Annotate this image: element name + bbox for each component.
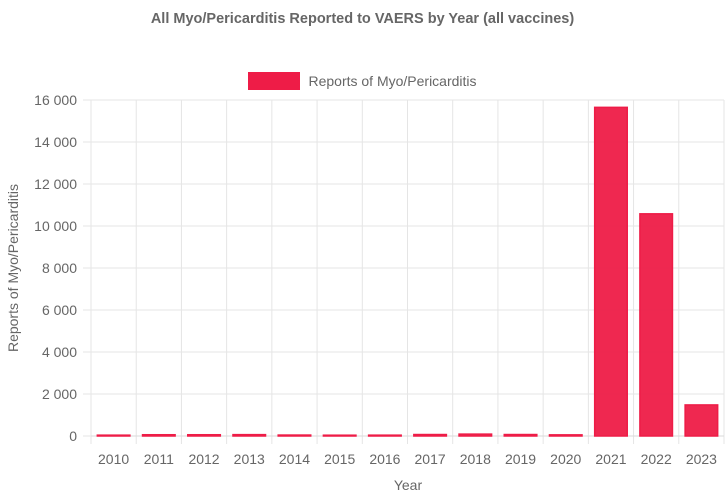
x-tick-label: 2015 xyxy=(324,451,355,467)
x-tick-label: 2012 xyxy=(188,451,219,467)
x-tick-label: 2011 xyxy=(144,451,174,467)
bar-2014[interactable] xyxy=(277,434,312,437)
x-tick-label: 2021 xyxy=(595,451,626,467)
y-tick-label: 2 000 xyxy=(42,386,77,402)
x-tick-label: 2020 xyxy=(550,451,581,467)
legend-label: Reports of Myo/Pericarditis xyxy=(308,73,477,89)
bar-2020[interactable] xyxy=(548,434,583,437)
y-tick-label: 14 000 xyxy=(34,134,77,150)
bar-2012[interactable] xyxy=(187,433,222,437)
y-tick-label: 12 000 xyxy=(34,176,77,192)
bar-2021[interactable] xyxy=(593,106,628,437)
tick-labels: 0 2 000 4 000 6 000 8 000 10 000 12 000 14 000 1… xyxy=(34,92,717,467)
bar-2013[interactable] xyxy=(232,433,267,437)
x-axis-title: Year xyxy=(394,477,423,493)
y-axis-title: Reports of Myo/Pericarditis xyxy=(5,184,21,352)
legend-swatch xyxy=(248,72,301,90)
bar-2023[interactable] xyxy=(684,404,719,437)
bar-2017[interactable] xyxy=(413,433,448,437)
legend[interactable]: Reports of Myo/Pericarditis xyxy=(0,70,725,92)
chart-title: All Myo/Pericarditis Reported to VAERS b… xyxy=(150,11,575,27)
x-tick-label: 2013 xyxy=(234,451,265,467)
y-tick-label: 4 000 xyxy=(42,344,77,360)
y-tick-label: 0 xyxy=(69,428,77,444)
y-tick-label: 10 000 xyxy=(34,218,77,234)
bars xyxy=(96,106,719,437)
bar-2015[interactable] xyxy=(322,434,357,437)
x-tick-label: 2010 xyxy=(98,451,129,467)
x-tick-label: 2016 xyxy=(369,451,400,467)
bar-2011[interactable] xyxy=(141,433,176,437)
bar-2022[interactable] xyxy=(639,213,674,437)
x-tick-label: 2022 xyxy=(641,451,672,467)
y-tick-label: 16 000 xyxy=(34,92,77,108)
bar-2016[interactable] xyxy=(367,434,402,437)
x-tick-label: 2018 xyxy=(460,451,491,467)
x-tick-label: 2019 xyxy=(505,451,536,467)
y-tick-label: 6 000 xyxy=(42,302,77,318)
bar-2010[interactable] xyxy=(96,434,131,437)
bar-2018[interactable] xyxy=(458,433,493,437)
x-tick-label: 2017 xyxy=(415,451,446,467)
bar-2019[interactable] xyxy=(503,433,538,437)
x-tick-label: 2023 xyxy=(686,451,717,467)
x-tick-label: 2014 xyxy=(279,451,310,467)
y-tick-label: 8 000 xyxy=(42,260,77,276)
